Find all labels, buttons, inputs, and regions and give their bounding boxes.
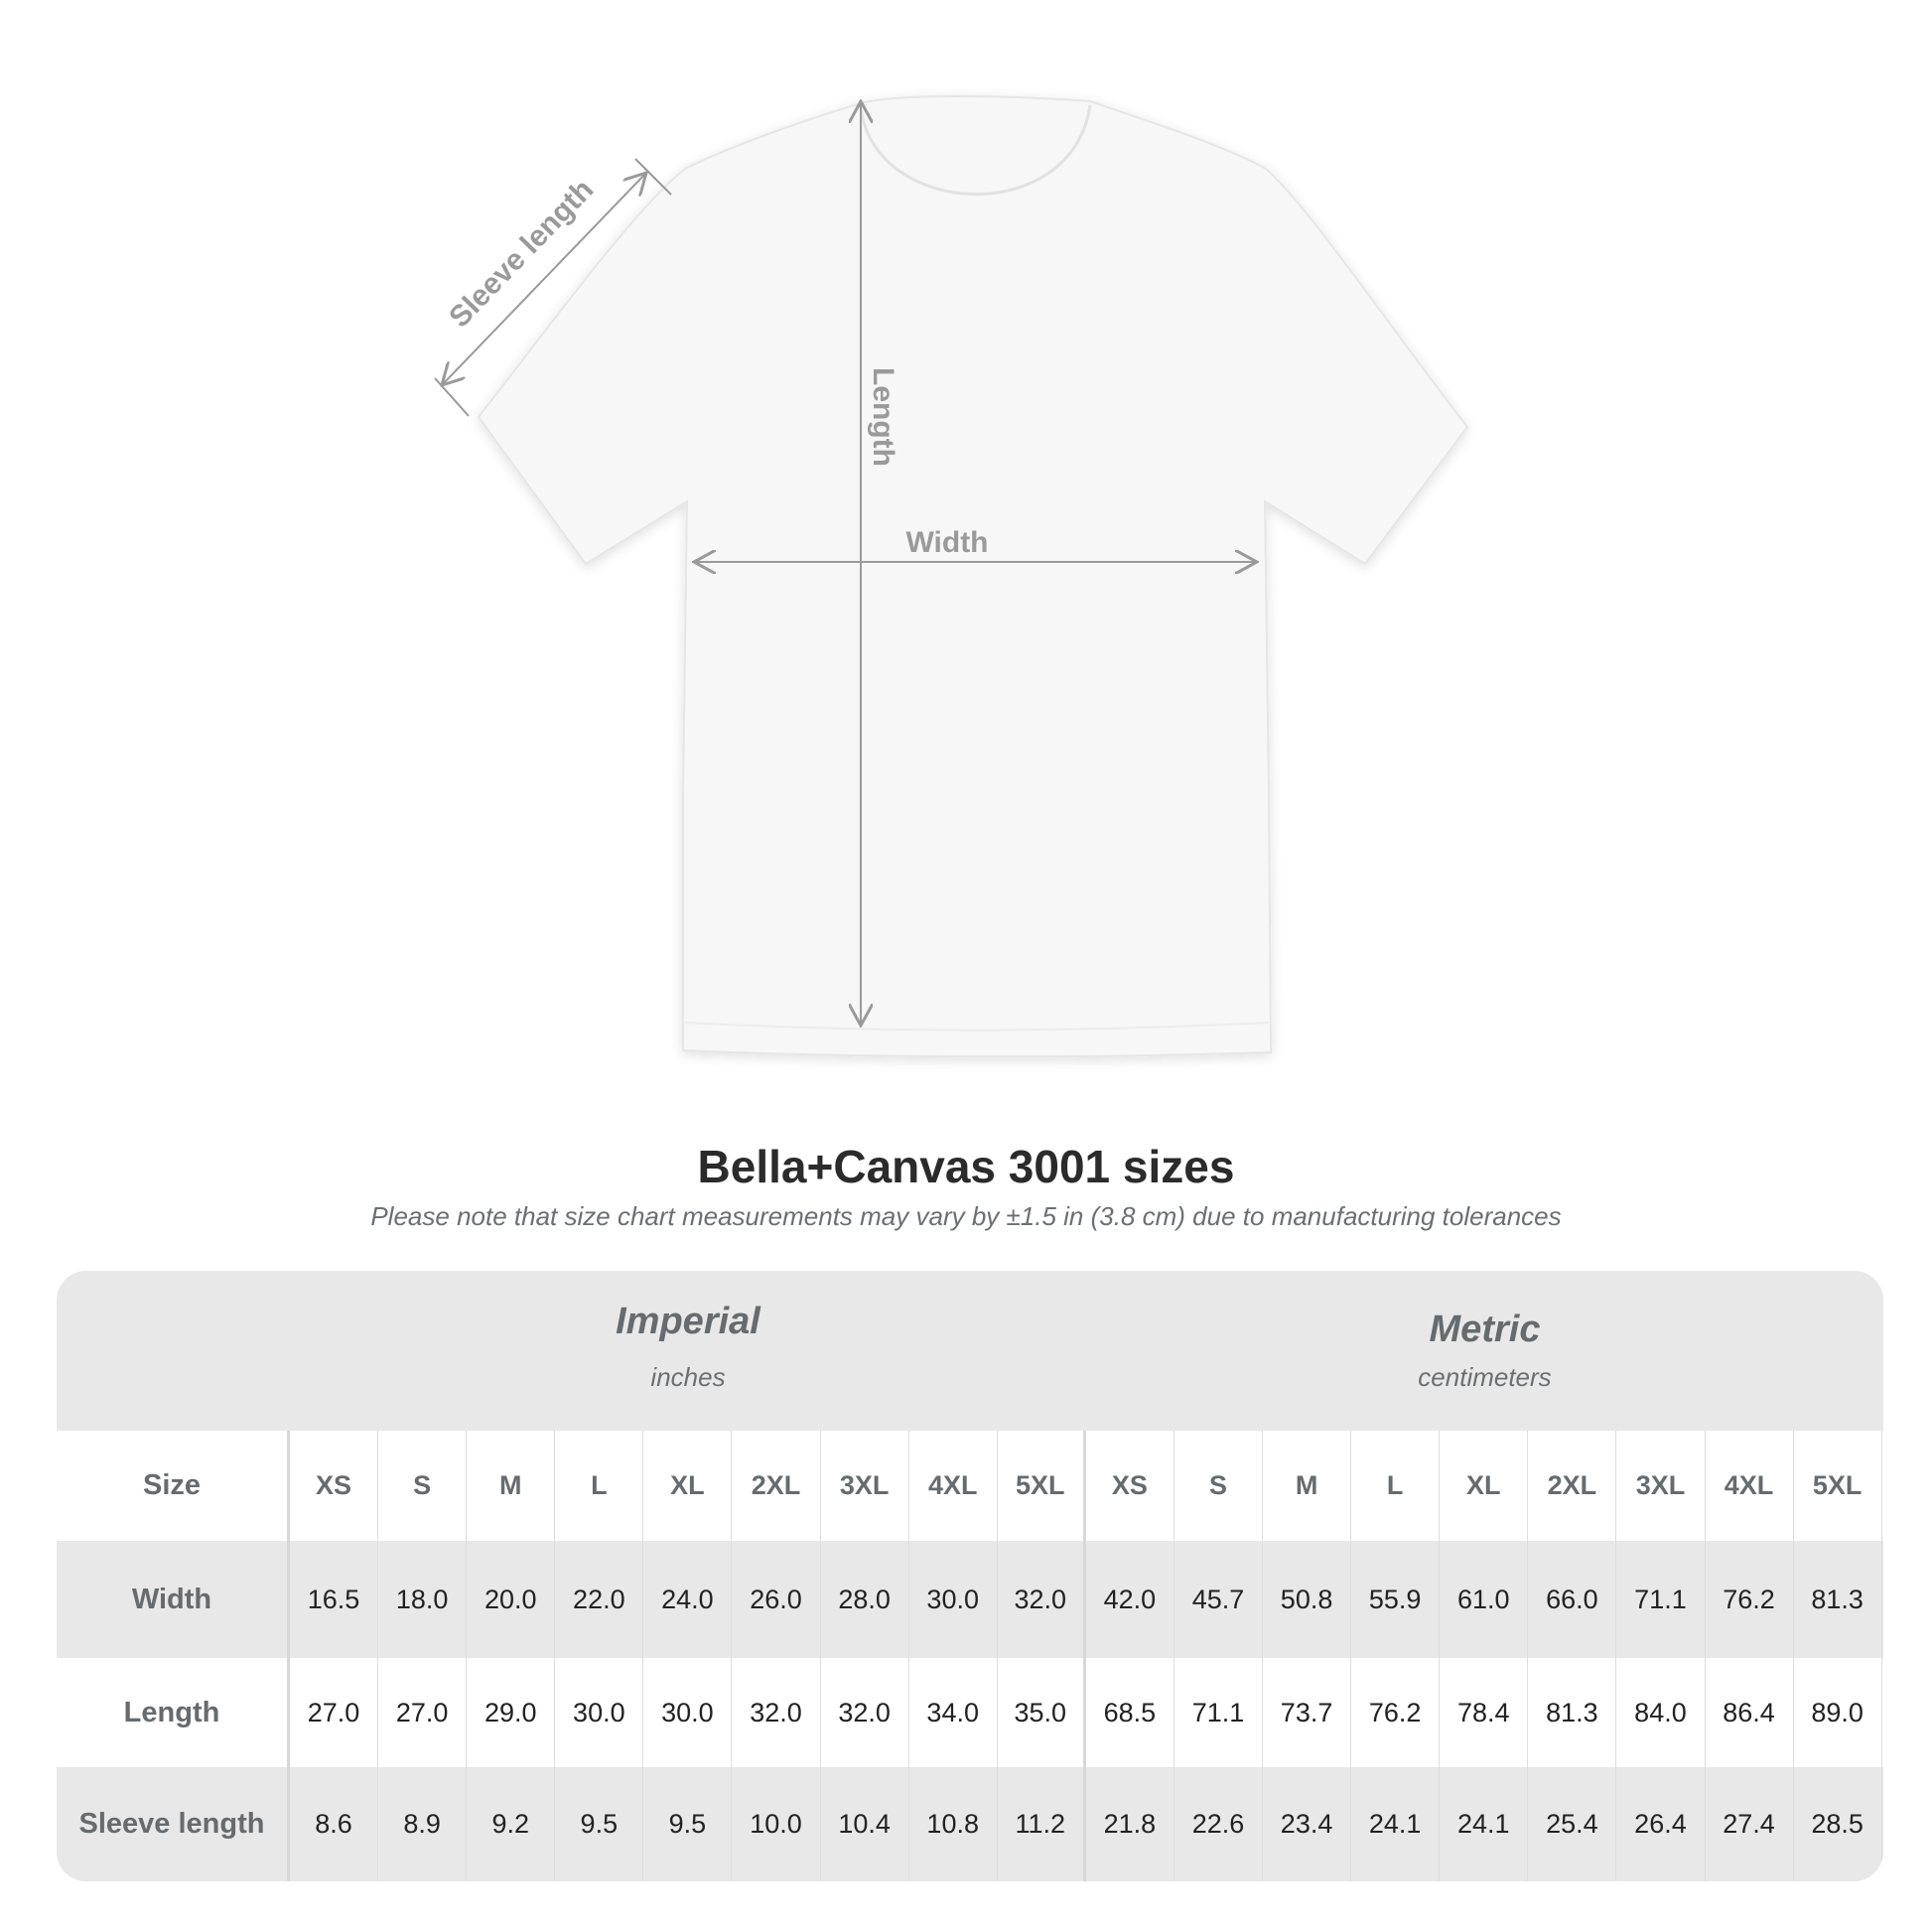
size-label: Size: [57, 1431, 290, 1541]
metric-value-cell: 81.3: [1528, 1658, 1617, 1767]
metric-value-cell: 89.0: [1794, 1658, 1882, 1767]
table-row: Width 16.5 18.0 20.0 22.0 24.0 26.0 28.0 30.0 32.…: [57, 1541, 1883, 1658]
imperial-value-cell: 8.6: [290, 1767, 379, 1881]
size-header-cell: 2XL: [1528, 1431, 1617, 1541]
imperial-value-cell: 8.9: [378, 1767, 468, 1881]
width-label: Width: [905, 526, 988, 559]
imperial-value-cell: 30.0: [909, 1541, 998, 1658]
length-label: Length: [867, 367, 899, 467]
imperial-value-cell: 24.0: [643, 1541, 733, 1658]
imperial-value-cell: 9.5: [643, 1767, 733, 1881]
imperial-header: Imperial inches: [290, 1271, 1086, 1431]
metric-value-cell: 45.7: [1174, 1541, 1264, 1658]
metric-value-cell: 68.5: [1086, 1658, 1174, 1767]
metric-value-cell: 76.2: [1351, 1658, 1441, 1767]
size-header-cell: XS: [290, 1431, 379, 1541]
size-header-cell: 3XL: [1616, 1431, 1706, 1541]
metric-value-cell: 66.0: [1528, 1541, 1617, 1658]
imperial-value-cell: 34.0: [909, 1658, 998, 1767]
metric-value-cell: 84.0: [1616, 1658, 1706, 1767]
collar: [859, 104, 1092, 196]
imperial-value-cell: 11.2: [998, 1767, 1086, 1881]
metric-value-cell: 25.4: [1528, 1767, 1617, 1881]
size-header-cell: 5XL: [1794, 1431, 1882, 1541]
metric-value-cell: 22.6: [1174, 1767, 1264, 1881]
size-header-cell: 4XL: [909, 1431, 998, 1541]
metric-value-cell: 24.1: [1440, 1767, 1529, 1881]
metric-value-cell: 86.4: [1706, 1658, 1794, 1767]
imperial-value-cell: 26.0: [732, 1541, 821, 1658]
size-header-cell: S: [1174, 1431, 1264, 1541]
metric-value-cell: 42.0: [1086, 1541, 1174, 1658]
size-header-cell: XS: [1086, 1431, 1174, 1541]
imperial-value-cell: 9.2: [467, 1767, 556, 1881]
imperial-value-cell: 16.5: [290, 1541, 379, 1658]
metric-value-cell: 24.1: [1351, 1767, 1441, 1881]
metric-value-cell: 27.4: [1706, 1767, 1794, 1881]
imperial-value-cell: 30.0: [555, 1658, 644, 1767]
metric-value-cell: 50.8: [1263, 1541, 1352, 1658]
size-header-cell: 5XL: [998, 1431, 1086, 1541]
metric-value-cell: 76.2: [1706, 1541, 1794, 1658]
size-header-cell: 4XL: [1706, 1431, 1794, 1541]
size-table: Imperial inches Metric centimeters Size X…: [57, 1271, 1883, 1881]
size-header-cell: S: [378, 1431, 468, 1541]
metric-value-cell: 55.9: [1351, 1541, 1441, 1658]
metric-value-cell: 73.7: [1263, 1658, 1352, 1767]
imperial-value-cell: 32.0: [998, 1541, 1086, 1658]
size-header-cell: L: [555, 1431, 644, 1541]
metric-value-cell: 71.1: [1174, 1658, 1264, 1767]
size-header-cell: 2XL: [732, 1431, 821, 1541]
metric-value-cell: 61.0: [1440, 1541, 1529, 1658]
metric-value-cell: 21.8: [1086, 1767, 1174, 1881]
imperial-value-cell: 30.0: [643, 1658, 733, 1767]
imperial-value-cell: 20.0: [467, 1541, 556, 1658]
imperial-value-cell: 10.0: [732, 1767, 821, 1881]
row-label: Length: [57, 1658, 290, 1767]
imperial-value-cell: 10.8: [909, 1767, 998, 1881]
table-row: Sleeve length 8.6 8.9 9.2 9.5 9.5 10.0 10.4 10.8…: [57, 1767, 1883, 1881]
tshirt-diagram: Sleeve length Length Width: [434, 94, 1469, 1058]
size-header-cell: M: [467, 1431, 556, 1541]
size-header-cell: 3XL: [821, 1431, 909, 1541]
row-label: Sleeve length: [57, 1767, 290, 1881]
imperial-value-cell: 35.0: [998, 1658, 1086, 1767]
tshirt-shape: [477, 94, 1469, 1058]
imperial-value-cell: 22.0: [555, 1541, 644, 1658]
metric-unit: centimeters: [1418, 1362, 1552, 1392]
sleeve-arrow: [434, 158, 672, 417]
row-label: Width: [57, 1541, 290, 1658]
imperial-value-cell: 32.0: [732, 1658, 821, 1767]
metric-value-cell: 78.4: [1440, 1658, 1529, 1767]
imperial-value-cell: 29.0: [467, 1658, 556, 1767]
metric-header: Metric centimeters: [1086, 1271, 1883, 1431]
metric-value-cell: 81.3: [1794, 1541, 1882, 1658]
chart-title: Bella+Canvas 3001 sizes: [697, 1141, 1235, 1192]
metric-value-cell: 71.1: [1616, 1541, 1706, 1658]
imperial-value-cell: 28.0: [821, 1541, 909, 1658]
metric-value-cell: 23.4: [1263, 1767, 1352, 1881]
table-row: Length 27.0 27.0 29.0 30.0 30.0 32.0 32.0 34.0 35…: [57, 1658, 1883, 1767]
imperial-value-cell: 27.0: [290, 1658, 379, 1767]
size-header-cell: XL: [1440, 1431, 1529, 1541]
size-header-cell: M: [1263, 1431, 1352, 1541]
imperial-value-cell: 32.0: [821, 1658, 909, 1767]
imperial-unit: inches: [650, 1362, 726, 1392]
imperial-value-cell: 18.0: [378, 1541, 468, 1658]
tolerance-note: Please note that size chart measurements…: [370, 1201, 1562, 1231]
imperial-title: Imperial: [616, 1301, 760, 1342]
size-header-cell: XL: [643, 1431, 733, 1541]
imperial-value-cell: 10.4: [821, 1767, 909, 1881]
size-header-cell: L: [1351, 1431, 1441, 1541]
imperial-value-cell: 27.0: [378, 1658, 468, 1767]
metric-value-cell: 26.4: [1616, 1767, 1706, 1881]
metric-title: Metric: [1429, 1309, 1541, 1350]
imperial-value-cell: 9.5: [555, 1767, 644, 1881]
metric-value-cell: 28.5: [1794, 1767, 1882, 1881]
size-header-row: Size XS S M L XL 2XL 3XL 4XL 5XL XS S M L XL 2XL 3XL 4XL 5…: [57, 1431, 1883, 1541]
